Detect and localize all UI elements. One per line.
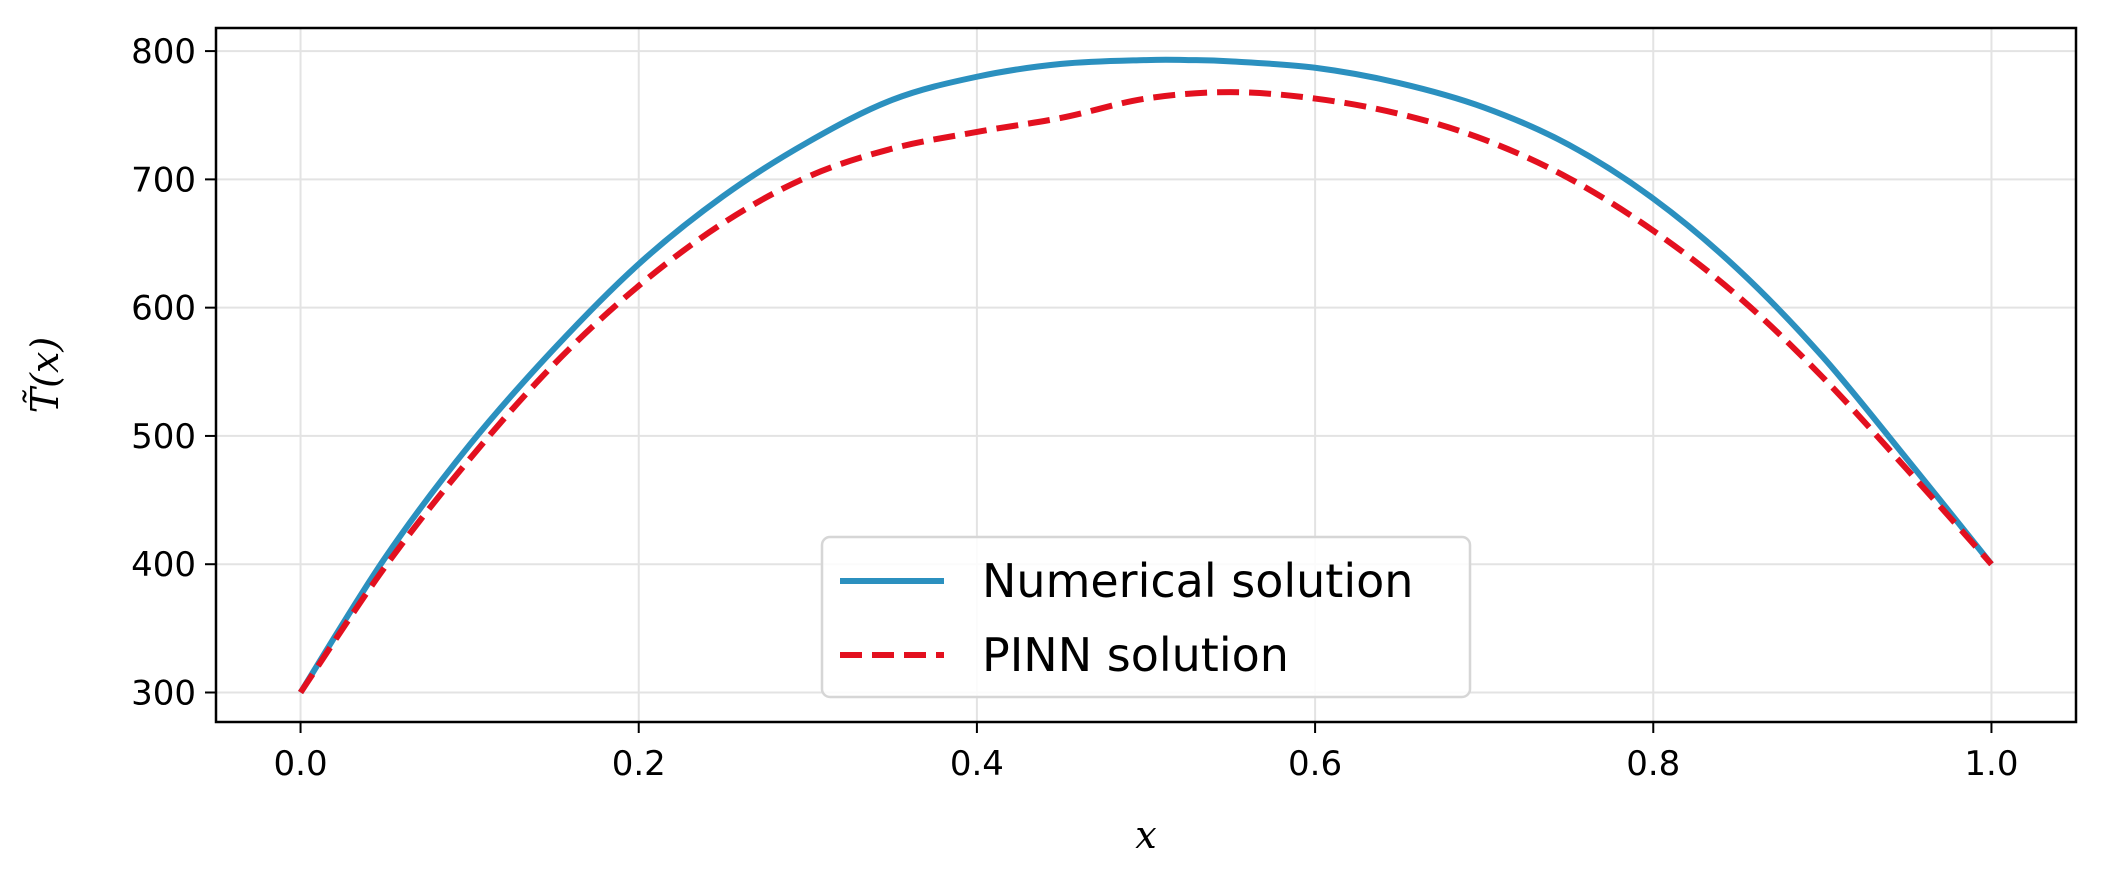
y-tick-label: 700 xyxy=(131,160,196,200)
legend-label-1: Numerical solution xyxy=(982,554,1413,608)
y-tick-label: 800 xyxy=(131,32,196,72)
x-tick-label: 0.2 xyxy=(612,744,666,784)
x-tick-label: 0.6 xyxy=(1288,744,1342,784)
x-tick-label: 1.0 xyxy=(1964,744,2018,784)
series-line-1 xyxy=(298,56,1994,695)
legend: Numerical solution PINN solution xyxy=(820,535,1472,699)
series-line-2 xyxy=(298,89,1994,695)
x-tick-label: 0.8 xyxy=(1626,744,1680,784)
x-axis: 0.0 0.2 0.4 0.6 0.8 1.0 xyxy=(274,722,2018,784)
series-group xyxy=(298,56,1994,695)
y-tick-label: 400 xyxy=(131,545,196,585)
legend-box xyxy=(820,535,1472,699)
y-tick-label: 300 xyxy=(131,673,196,713)
y-tick-label: 600 xyxy=(131,289,196,329)
grid xyxy=(216,28,2076,722)
y-axis: 300 400 500 600 700 800 xyxy=(131,32,216,713)
x-axis-label: x xyxy=(1135,813,1156,857)
plot-frame xyxy=(214,26,2078,724)
x-tick-label: 0.0 xyxy=(274,744,328,784)
y-tick-label: 500 xyxy=(131,417,196,457)
x-tick-label: 0.4 xyxy=(950,744,1004,784)
legend-label-2: PINN solution xyxy=(982,628,1289,682)
y-axis-label: T̃(x) xyxy=(23,337,67,413)
